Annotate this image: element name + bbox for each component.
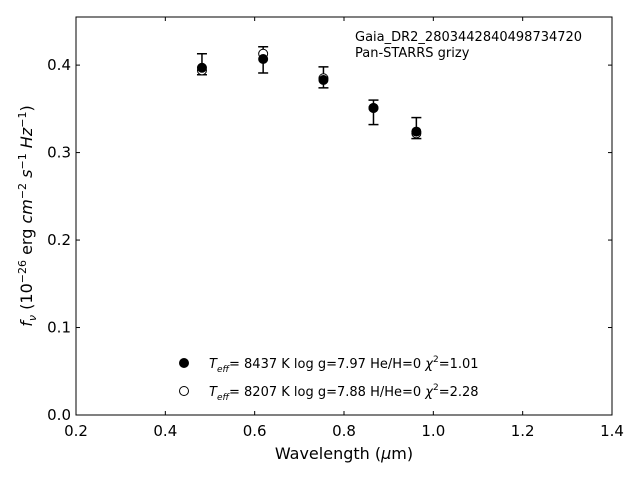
model-point-filled xyxy=(368,102,379,113)
y-tick-label: 0.4 xyxy=(47,56,71,74)
y-tick-label: 0.2 xyxy=(47,231,71,249)
markers-group xyxy=(196,48,422,139)
model-point-filled xyxy=(258,53,269,64)
annotation-line-1: Gaia_DR2_2803442840498734720 xyxy=(355,30,582,45)
x-tick-label: 0.2 xyxy=(64,422,88,440)
y-tick-label: 0.0 xyxy=(47,406,71,424)
x-axis-label: Wavelength (μm) xyxy=(275,444,413,463)
axes-group: 0.2 0.4 0.6 0.8 1.0 1.2 1.4 0.0 0.1 0.2 0.3 0.4 xyxy=(47,16,624,440)
x-tick-label: 1.2 xyxy=(511,422,535,440)
legend-entry-label: Teff= 8207 K log g=7.88 H/He=0 χ2=2.28 xyxy=(209,383,479,403)
legend-marker-filled xyxy=(179,358,189,368)
x-tick-label: 0.8 xyxy=(332,422,356,440)
x-tick-label: 1.0 xyxy=(421,422,445,440)
y-axis-label: fν (10−26 erg cm−2 s−1 Hz−1) xyxy=(16,105,39,326)
model-point-filled xyxy=(196,62,207,73)
x-tick-label: 0.6 xyxy=(243,422,267,440)
x-tick-label: 1.4 xyxy=(600,422,624,440)
legend-marker-open xyxy=(179,386,189,396)
legend-entry-label: Teff= 8437 K log g=7.97 He/H=0 χ2=1.01 xyxy=(209,355,479,375)
annotation-group: Gaia_DR2_2803442840498734720 Pan-STARRS … xyxy=(355,30,582,61)
model-point-filled xyxy=(411,126,422,137)
annotation-line-2: Pan-STARRS grizy xyxy=(355,46,470,61)
y-tick-label: 0.1 xyxy=(47,319,71,337)
legend: Teff= 8437 K log g=7.97 He/H=0 χ2=1.01 Te… xyxy=(179,355,479,403)
model-point-filled xyxy=(318,74,329,85)
x-tick-label: 0.4 xyxy=(153,422,177,440)
y-tick-label: 0.3 xyxy=(47,144,71,162)
